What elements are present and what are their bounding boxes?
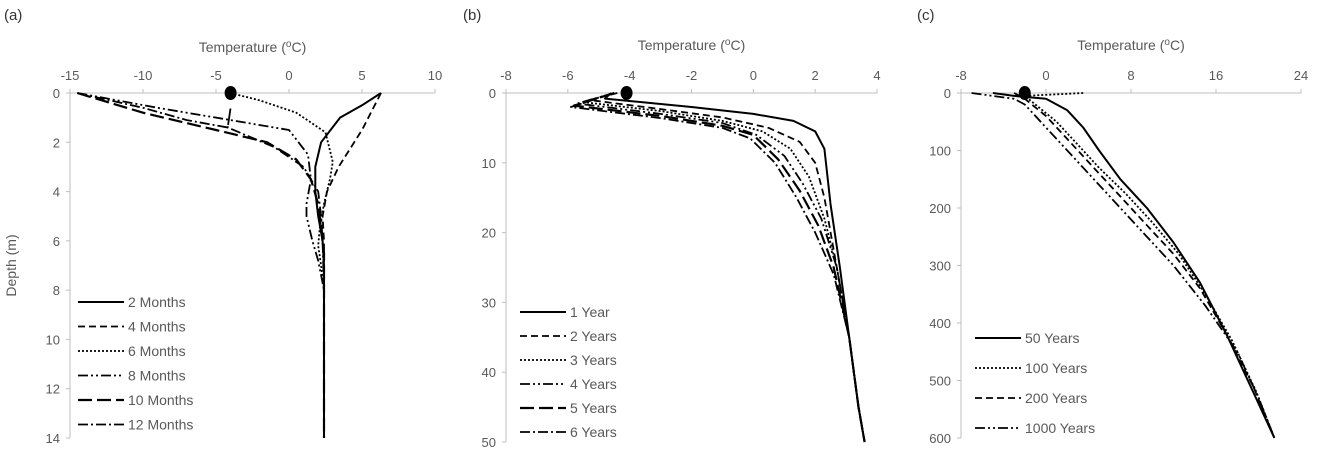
series-line xyxy=(77,93,324,438)
x-tick-label: 0 xyxy=(285,68,292,83)
panel-2: (b)Temperature (oC)-8 -6 -4 -2 0 2 40102030405… xyxy=(463,7,881,450)
x-tick-label: -10 xyxy=(134,68,153,83)
series-line xyxy=(77,93,324,438)
legend-label: 10 Months xyxy=(128,392,193,408)
marker-dot xyxy=(1019,86,1031,100)
x-tick-label: 5 xyxy=(358,68,365,83)
x-tick-label: 2 xyxy=(812,68,819,83)
marker-dot xyxy=(225,86,237,100)
x-tick-label: -8 xyxy=(500,68,512,83)
y-tick-label: 30 xyxy=(482,295,496,310)
y-tick-label: 8 xyxy=(53,283,60,298)
x-tick-label: 10 xyxy=(428,68,442,83)
y-tick-label: 4 xyxy=(53,185,60,200)
legend-label: 4 Months xyxy=(128,319,186,335)
series-line xyxy=(605,93,865,442)
y-tick-label: 40 xyxy=(482,365,496,380)
y-tick-label: 0 xyxy=(489,86,496,101)
x-tick-label: 24 xyxy=(1294,68,1308,83)
y-axis-title: Depth (m) xyxy=(3,234,19,296)
x-tick-label: -2 xyxy=(686,68,698,83)
y-tick-label: 600 xyxy=(929,431,951,446)
y-tick-label: 50 xyxy=(482,435,496,450)
legend-label: 2 Years xyxy=(570,328,617,344)
x-tick-label: 0 xyxy=(1042,68,1049,83)
legend-label: 2 Months xyxy=(128,294,186,310)
x-axis-title: Temperature (oC) xyxy=(199,39,307,55)
y-tick-label: 14 xyxy=(46,431,60,446)
legend-label: 6 Months xyxy=(128,343,186,359)
x-axis-title: Temperature (oC) xyxy=(638,37,746,53)
y-tick-label: 0 xyxy=(944,86,951,101)
legend-label: 200 Years xyxy=(1025,390,1087,406)
legend-label: 3 Years xyxy=(570,352,617,368)
x-tick-label: -15 xyxy=(61,68,80,83)
panel-letter: (b) xyxy=(463,7,481,24)
x-tick-label: 16 xyxy=(1209,68,1223,83)
series-line xyxy=(315,93,381,438)
y-tick-label: 10 xyxy=(482,156,496,171)
y-tick-label: 0 xyxy=(53,86,60,101)
panel-letter: (c) xyxy=(917,7,935,24)
x-tick-label: 0 xyxy=(750,68,757,83)
legend-label: 6 Years xyxy=(570,424,617,440)
y-tick-label: 12 xyxy=(46,382,60,397)
marker-dot xyxy=(621,86,633,100)
x-tick-label: -8 xyxy=(955,68,967,83)
x-tick-label: 8 xyxy=(1127,68,1134,83)
series-line xyxy=(231,93,333,438)
series-line xyxy=(972,93,1275,438)
legend-label: 12 Months xyxy=(128,417,193,433)
x-tick-label: -6 xyxy=(562,68,574,83)
legend-label: 4 Years xyxy=(570,376,617,392)
series-line xyxy=(574,93,865,442)
x-tick-label: -5 xyxy=(210,68,222,83)
y-tick-label: 200 xyxy=(929,201,951,216)
legend-label: 5 Years xyxy=(570,400,617,416)
y-tick-label: 10 xyxy=(46,332,60,347)
series-line xyxy=(1025,93,1275,438)
legend-label: 8 Months xyxy=(128,368,186,384)
x-tick-label: 4 xyxy=(873,68,880,83)
panel-1: (a) Temperature (oC) -15 -10 -5 0 5 10 0 2 4 6 8 10 12… xyxy=(3,7,442,446)
y-tick-label: 500 xyxy=(929,374,951,389)
legend-label: 50 Years xyxy=(1025,330,1080,346)
y-tick-label: 2 xyxy=(53,135,60,150)
y-tick-label: 100 xyxy=(929,144,951,159)
y-tick-label: 6 xyxy=(53,234,60,249)
x-axis-title: Temperature (oC) xyxy=(1077,37,1185,53)
series-line xyxy=(323,93,381,438)
legend-label: 1 Year xyxy=(570,304,610,320)
panel-3: (c) Temperature (oC) -8 0 8 16 24 0 100 200 300 400… xyxy=(917,7,1308,446)
panel-letter: (a) xyxy=(4,7,22,24)
series-line xyxy=(77,93,324,438)
y-tick-label: 20 xyxy=(482,226,496,241)
legend-label: 1000 Years xyxy=(1025,420,1095,436)
series-line xyxy=(1014,93,1274,438)
series-line xyxy=(993,93,1275,438)
y-tick-label: 300 xyxy=(929,259,951,274)
y-tick-label: 400 xyxy=(929,316,951,331)
x-tick-label: -4 xyxy=(624,68,636,83)
legend-label: 100 Years xyxy=(1025,360,1087,376)
